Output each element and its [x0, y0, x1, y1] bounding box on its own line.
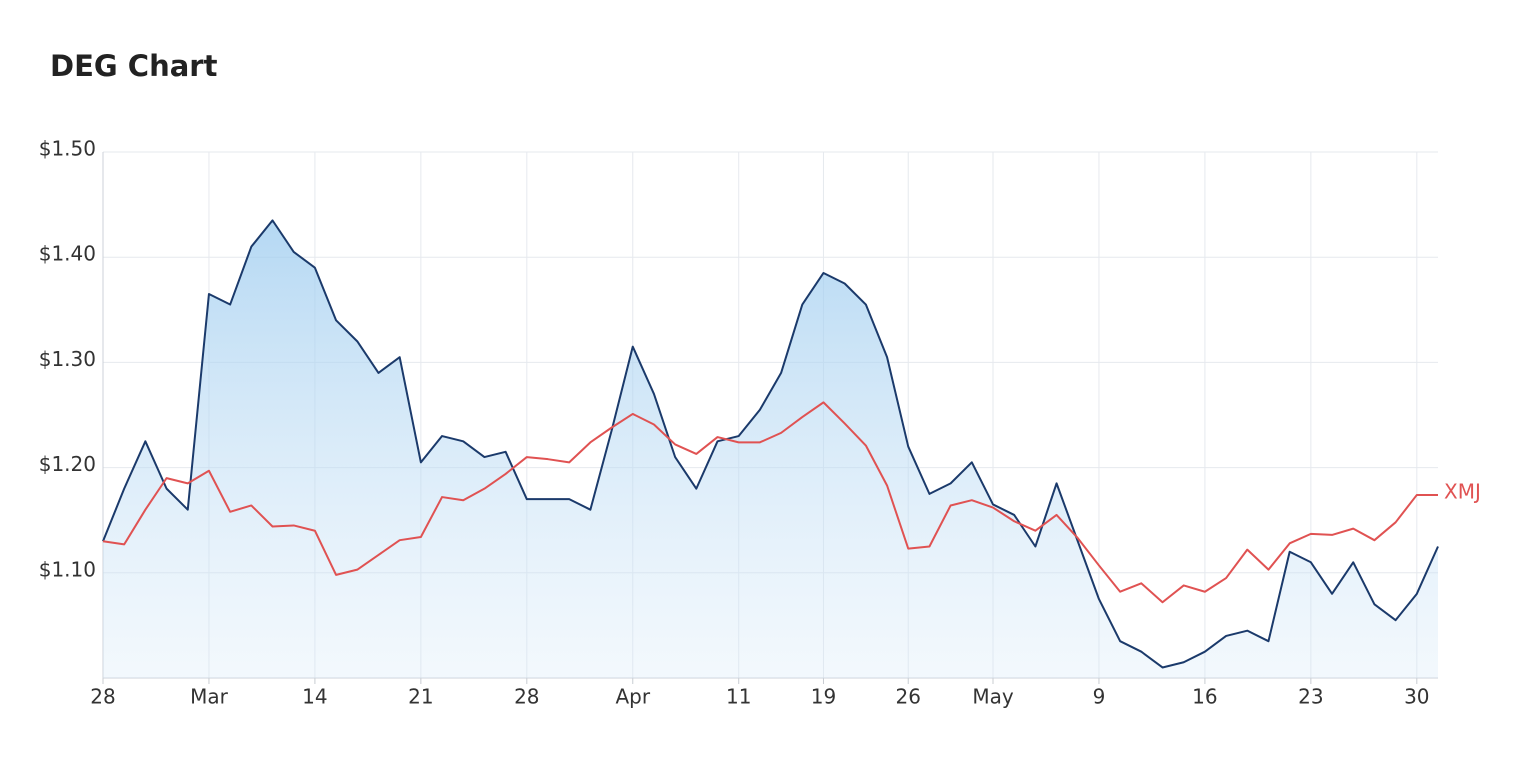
y-tick-label: $1.50 — [39, 137, 96, 161]
x-tick-label: Mar — [190, 685, 229, 709]
line — [102, 401, 1438, 604]
x-tick-label: 28 — [90, 685, 115, 709]
line — [102, 219, 1439, 669]
y-tick-label: $1.20 — [39, 452, 96, 476]
y-tick-label: $1.30 — [39, 347, 96, 371]
y-tick-label: $1.40 — [39, 242, 96, 266]
x-tick-label: Apr — [615, 685, 650, 709]
x-tick-label: 16 — [1192, 685, 1217, 709]
x-tick-label: 28 — [514, 685, 539, 709]
x-tick-label: 21 — [408, 685, 433, 709]
x-tick-label: 14 — [302, 685, 327, 709]
x-tick-label: May — [972, 685, 1014, 709]
x-tick-label: 11 — [726, 685, 751, 709]
x-tick-label: 26 — [896, 685, 921, 709]
x-tick-label: 19 — [811, 685, 836, 709]
x-tick-label: 30 — [1404, 685, 1429, 709]
area — [103, 220, 1438, 678]
chart-title: DEG Chart — [50, 49, 218, 83]
y-tick-label: $1.10 — [39, 557, 96, 581]
x-tick-label: 9 — [1093, 685, 1106, 709]
series-label: XMJ — [1444, 479, 1481, 503]
x-tick-label: 23 — [1298, 685, 1323, 709]
